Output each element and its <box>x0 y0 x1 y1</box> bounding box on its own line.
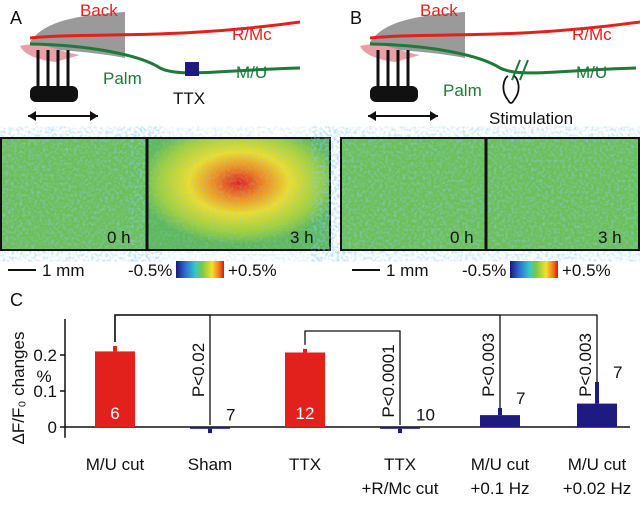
y-axis-label: ΔF/F₀ changes <box>9 332 28 445</box>
label-rmc: R/Mc <box>232 25 272 44</box>
x-tick-label: +R/Mc cut <box>362 479 439 498</box>
colorbar-min: -0.5% <box>462 261 506 280</box>
n-label: 12 <box>296 404 315 423</box>
y-tick-label: 0.1 <box>33 382 57 401</box>
x-tick-label: Sham <box>188 455 232 474</box>
time-label: 3 h <box>290 228 314 247</box>
time-label: 0 h <box>107 228 131 247</box>
n-label: 10 <box>416 405 435 424</box>
n-label: 7 <box>613 363 622 382</box>
p-value: P<0.02 <box>189 343 208 397</box>
diagram-b <box>360 12 640 121</box>
panel-label: A <box>10 8 22 28</box>
x-tick-label: TTX <box>384 455 416 474</box>
time-label: 0 h <box>450 228 474 247</box>
panel-label: B <box>350 8 362 28</box>
n-label: 7 <box>516 389 525 408</box>
p-value: P<0.003 <box>576 333 595 397</box>
diagram-a <box>20 12 301 121</box>
label-mu: M/U <box>236 63 267 82</box>
bar <box>95 351 135 427</box>
n-label: 6 <box>110 404 119 423</box>
x-tick-label: +0.02 Hz <box>563 479 632 498</box>
significance-bracket <box>304 330 401 425</box>
colorbar-max: +0.5% <box>562 261 611 280</box>
time-label: 3 h <box>598 228 622 247</box>
significance-bracket <box>114 314 598 382</box>
colorbar-max: +0.5% <box>228 261 277 280</box>
panel-label: C <box>10 290 23 310</box>
x-tick-label: M/U cut <box>86 455 145 474</box>
scale-label: 1 mm <box>386 261 429 280</box>
label-treatment: Stimulation <box>489 109 573 128</box>
bar <box>480 415 520 427</box>
bar <box>190 427 230 429</box>
scale-label: 1 mm <box>42 261 85 280</box>
x-tick-label: TTX <box>289 455 321 474</box>
label-rmc: R/Mc <box>572 25 612 44</box>
x-tick-label: +0.1 Hz <box>470 479 529 498</box>
label-mu: M/U <box>576 63 607 82</box>
label-back: Back <box>420 1 458 20</box>
bar <box>380 427 420 429</box>
n-label: 7 <box>226 405 235 424</box>
label-palm: Palm <box>103 69 142 88</box>
y-tick-label: 0.2 <box>33 346 57 365</box>
colorbar-min: -0.5% <box>128 261 172 280</box>
bar <box>577 403 617 427</box>
x-tick-label: M/U cut <box>471 455 530 474</box>
heatmaps <box>0 137 640 278</box>
y-axis-unit: % <box>36 367 51 386</box>
x-tick-label: M/U cut <box>568 455 627 474</box>
label-back: Back <box>80 1 118 20</box>
y-tick-label: 0 <box>48 418 57 437</box>
label-palm: Palm <box>443 81 482 100</box>
p-value: P<0.0001 <box>379 344 398 417</box>
bar <box>285 352 325 427</box>
label-treatment: TTX <box>173 89 205 108</box>
p-value: P<0.003 <box>479 333 498 397</box>
